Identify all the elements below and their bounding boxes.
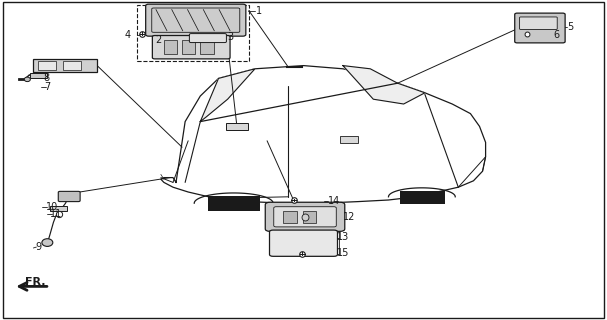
Text: 4: 4 — [124, 29, 131, 40]
FancyBboxPatch shape — [152, 36, 230, 59]
Text: FR.: FR. — [25, 277, 46, 287]
Polygon shape — [343, 66, 425, 104]
Polygon shape — [200, 69, 255, 122]
Bar — [182, 40, 195, 54]
Text: 5: 5 — [568, 22, 574, 32]
Text: 7: 7 — [44, 82, 50, 92]
Text: 10: 10 — [46, 202, 58, 212]
Text: 1: 1 — [256, 5, 262, 16]
FancyBboxPatch shape — [274, 207, 336, 227]
Text: 3: 3 — [228, 32, 234, 42]
Text: 13: 13 — [337, 232, 349, 243]
Bar — [137, 5, 249, 61]
Bar — [303, 211, 316, 223]
Text: 6: 6 — [554, 29, 560, 40]
Ellipse shape — [42, 239, 53, 246]
Bar — [63, 61, 81, 70]
Bar — [30, 73, 47, 78]
FancyBboxPatch shape — [265, 202, 345, 231]
FancyBboxPatch shape — [146, 4, 246, 36]
Text: 9: 9 — [35, 242, 41, 252]
Bar — [226, 123, 248, 130]
Bar — [164, 40, 177, 54]
Text: 11: 11 — [50, 209, 62, 219]
Bar — [50, 206, 67, 211]
Bar — [283, 211, 297, 223]
Text: 14: 14 — [328, 196, 340, 206]
Bar — [33, 59, 97, 72]
Ellipse shape — [24, 77, 30, 82]
FancyBboxPatch shape — [520, 17, 557, 29]
FancyBboxPatch shape — [58, 191, 80, 202]
FancyBboxPatch shape — [515, 13, 565, 43]
Text: 15: 15 — [337, 248, 349, 259]
Bar — [38, 61, 56, 70]
Text: 12: 12 — [343, 212, 355, 222]
FancyBboxPatch shape — [189, 34, 226, 43]
Text: 8: 8 — [44, 73, 50, 84]
FancyBboxPatch shape — [270, 230, 337, 256]
Polygon shape — [161, 66, 486, 203]
Text: 2: 2 — [155, 35, 161, 45]
Bar — [340, 136, 358, 143]
Bar — [200, 40, 214, 54]
